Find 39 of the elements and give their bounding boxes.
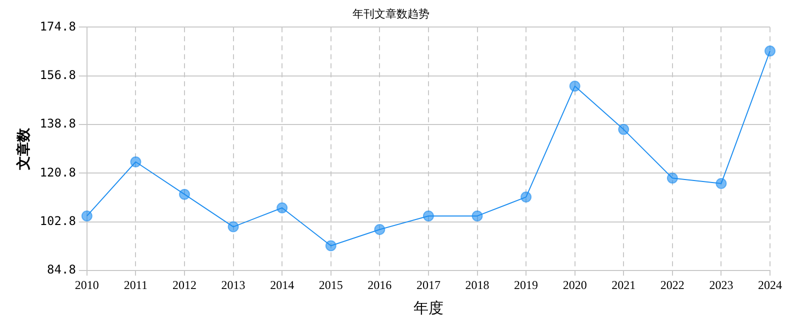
chart-title: 年刊文章数趋势 (352, 7, 430, 20)
x-tick-label: 2018 (465, 278, 490, 292)
x-tick-label: 2015 (318, 278, 343, 292)
x-tick-label: 2013 (221, 278, 246, 292)
x-tick-label: 2011 (124, 278, 148, 292)
x-tick-label: 2010 (74, 278, 99, 292)
x-axis-title: 年度 (413, 298, 444, 317)
x-tick-label: 2012 (172, 278, 197, 292)
point (179, 188, 190, 200)
point (666, 172, 678, 184)
point (422, 210, 434, 222)
point (618, 124, 630, 135)
y-tick-label: 156.8 (40, 68, 76, 82)
point (81, 210, 92, 222)
point (276, 202, 288, 214)
x-tick-label: 2024 (758, 278, 782, 292)
y-tick-label: 138.8 (40, 116, 76, 131)
point (472, 210, 483, 222)
y-axis-title: 文章数 (15, 126, 32, 171)
y-tick-label: 174.8 (40, 19, 76, 34)
point (569, 80, 580, 92)
x-tick-label: 2023 (709, 278, 734, 292)
point (764, 46, 776, 56)
point (228, 221, 239, 232)
x-tick-label: 2014 (270, 278, 294, 292)
y-tick-label: 120.8 (40, 165, 76, 180)
x-tick-label: 2022 (660, 278, 684, 292)
point (374, 224, 386, 235)
x-tick-label: 2020 (562, 278, 587, 292)
point (520, 192, 532, 203)
y-tick-label: 102.8 (40, 214, 76, 228)
point (716, 178, 727, 190)
point (130, 156, 142, 168)
y-tick-label: 84.8 (47, 262, 76, 277)
x-tick-label: 2019 (514, 278, 538, 292)
x-tick-label: 2017 (416, 278, 440, 292)
point (325, 240, 336, 252)
x-tick-label: 2021 (612, 278, 636, 292)
x-tick-label: 2016 (368, 278, 392, 292)
